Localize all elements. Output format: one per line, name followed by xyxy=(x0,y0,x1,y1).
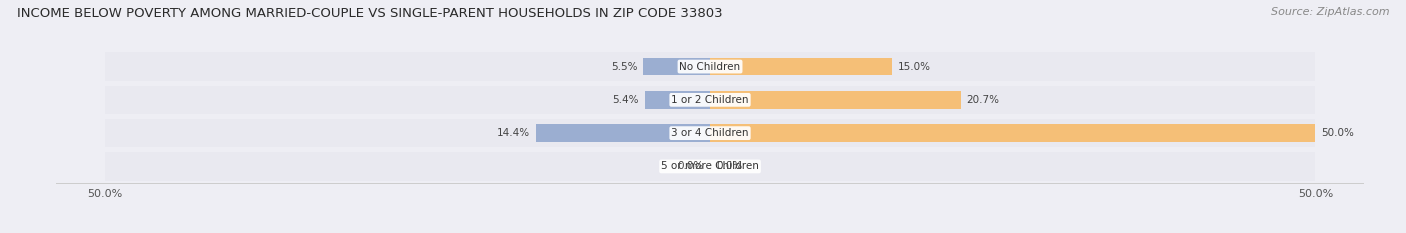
Bar xyxy=(104,52,1316,81)
Bar xyxy=(104,86,1316,114)
Bar xyxy=(536,124,710,142)
Text: Source: ZipAtlas.com: Source: ZipAtlas.com xyxy=(1271,7,1389,17)
Bar xyxy=(104,152,1316,181)
Text: 50.0%: 50.0% xyxy=(1322,128,1354,138)
Bar xyxy=(644,58,710,75)
Text: No Children: No Children xyxy=(679,62,741,72)
Text: 0.0%: 0.0% xyxy=(716,161,742,171)
Text: 0.0%: 0.0% xyxy=(678,161,704,171)
Text: INCOME BELOW POVERTY AMONG MARRIED-COUPLE VS SINGLE-PARENT HOUSEHOLDS IN ZIP COD: INCOME BELOW POVERTY AMONG MARRIED-COUPL… xyxy=(17,7,723,20)
Text: 5.5%: 5.5% xyxy=(610,62,637,72)
Bar xyxy=(644,91,710,109)
Bar xyxy=(710,124,1316,142)
Text: 5 or more Children: 5 or more Children xyxy=(661,161,759,171)
Text: 3 or 4 Children: 3 or 4 Children xyxy=(671,128,749,138)
Bar xyxy=(710,91,960,109)
Bar xyxy=(710,58,891,75)
Text: 15.0%: 15.0% xyxy=(897,62,931,72)
Text: 5.4%: 5.4% xyxy=(612,95,638,105)
Bar xyxy=(104,119,1316,147)
Text: 14.4%: 14.4% xyxy=(496,128,530,138)
Text: 20.7%: 20.7% xyxy=(967,95,1000,105)
Text: 1 or 2 Children: 1 or 2 Children xyxy=(671,95,749,105)
